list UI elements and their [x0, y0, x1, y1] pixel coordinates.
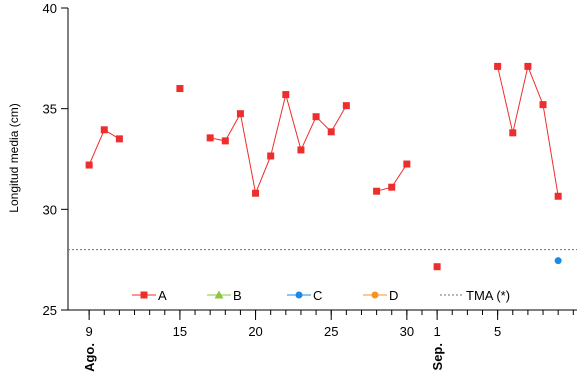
legend-marker	[140, 291, 148, 299]
data-point	[433, 263, 441, 271]
legend-marker	[295, 291, 303, 299]
legend-label: C	[313, 288, 322, 303]
legend-marker	[371, 291, 379, 299]
data-point	[554, 192, 562, 200]
legend-item-c: C	[287, 288, 322, 303]
x-tick-label: 15	[173, 324, 187, 339]
series-line	[210, 92, 347, 195]
data-point	[115, 135, 123, 143]
legend-item-b: B	[207, 288, 242, 303]
data-point	[100, 126, 108, 134]
data-point	[373, 187, 381, 195]
data-point	[539, 101, 547, 109]
y-tick-label: 35	[43, 102, 57, 117]
legend-label: D	[389, 288, 398, 303]
data-point	[85, 161, 93, 169]
legend-item-d: D	[363, 288, 398, 303]
data-point	[206, 134, 214, 142]
x-tick-label: 5	[494, 324, 501, 339]
data-point	[252, 189, 260, 197]
series-a	[85, 62, 562, 271]
data-point	[494, 62, 502, 70]
y-tick-label: 30	[43, 202, 57, 217]
x-month-label: Sep.	[430, 343, 445, 370]
x-month-label: Ago.	[82, 343, 97, 372]
x-tick-label: 1	[434, 324, 441, 339]
legend-marker	[214, 290, 224, 299]
data-point	[282, 91, 290, 99]
series-line	[88, 129, 120, 166]
data-point	[342, 102, 350, 110]
legend-item-a: A	[132, 288, 167, 303]
data-point	[554, 257, 562, 265]
data-point	[267, 152, 275, 160]
data-point	[236, 110, 244, 118]
legend-label: B	[233, 288, 242, 303]
data-point	[176, 85, 184, 93]
x-tick-label: 9	[86, 324, 93, 339]
x-tick-label: 20	[248, 324, 262, 339]
data-point	[221, 137, 229, 145]
series-line	[497, 64, 559, 197]
legend-item-tma: TMA (*)	[440, 288, 510, 303]
y-tick-label: 40	[43, 1, 57, 16]
x-tick-label: 25	[324, 324, 338, 339]
series-c	[554, 257, 562, 265]
data-point	[297, 146, 305, 154]
legend-label: TMA (*)	[466, 288, 510, 303]
data-point	[312, 113, 320, 121]
data-point	[509, 129, 517, 137]
data-point	[524, 62, 532, 70]
x-tick-label: 30	[400, 324, 414, 339]
y-axis-title: Longitud media (cm)	[7, 103, 21, 212]
data-point	[327, 128, 335, 136]
series-layer	[85, 62, 562, 271]
data-point	[403, 160, 411, 168]
legend: A B C D TMA (*)	[132, 288, 510, 303]
legend-label: A	[158, 288, 167, 303]
y-tick-label: 25	[43, 303, 57, 318]
data-point	[388, 183, 396, 191]
